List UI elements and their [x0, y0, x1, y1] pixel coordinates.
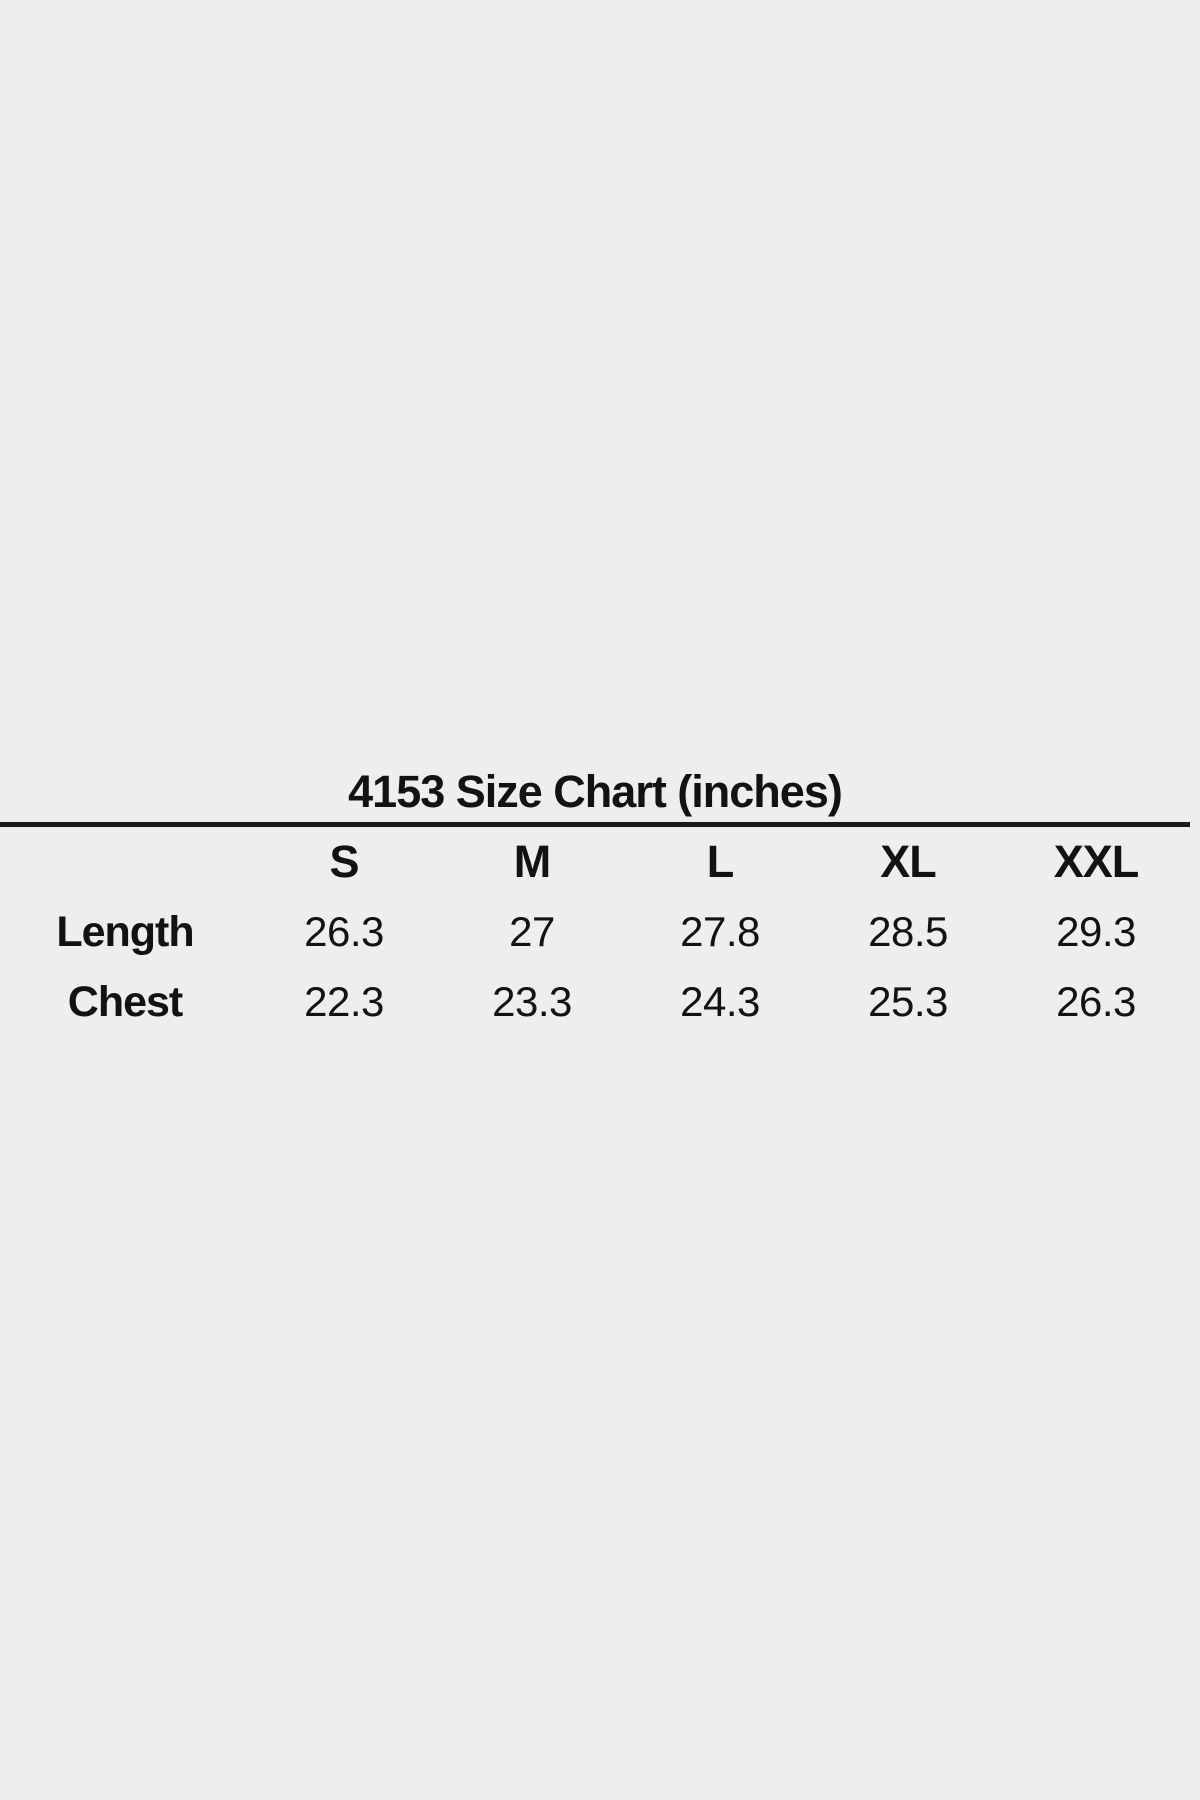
- length-value-l: 27.8: [680, 908, 760, 955]
- chest-value-xxl: 26.3: [1056, 978, 1136, 1025]
- column-header-l: L: [706, 836, 735, 887]
- length-value-xl: 28.5: [868, 908, 948, 955]
- chest-value-xl: 25.3: [868, 978, 948, 1025]
- length-value-s: 26.3: [304, 908, 384, 955]
- size-chart-table: S M L XL XXL Length 26.3 27 27.8 28.5 29…: [0, 827, 1190, 1037]
- chest-value-l: 24.3: [680, 978, 760, 1025]
- column-header-s: S: [329, 836, 359, 887]
- column-header-xl: XL: [880, 836, 937, 887]
- length-value-xxl: 29.3: [1056, 908, 1136, 955]
- chest-value-s: 22.3: [304, 978, 384, 1025]
- row-label-chest: Chest: [67, 977, 183, 1026]
- row-label-length: Length: [56, 907, 194, 956]
- column-header-xxl: XXL: [1053, 836, 1140, 887]
- title-underline-rule: [0, 822, 1190, 827]
- length-value-m: 27: [509, 908, 555, 955]
- size-chart: 4153 Size Chart (inches) S M L XL XXL Le…: [0, 762, 1190, 1037]
- column-header-m: M: [513, 836, 552, 887]
- chest-value-m: 23.3: [492, 978, 572, 1025]
- size-chart-title: 4153 Size Chart (inches): [348, 766, 843, 817]
